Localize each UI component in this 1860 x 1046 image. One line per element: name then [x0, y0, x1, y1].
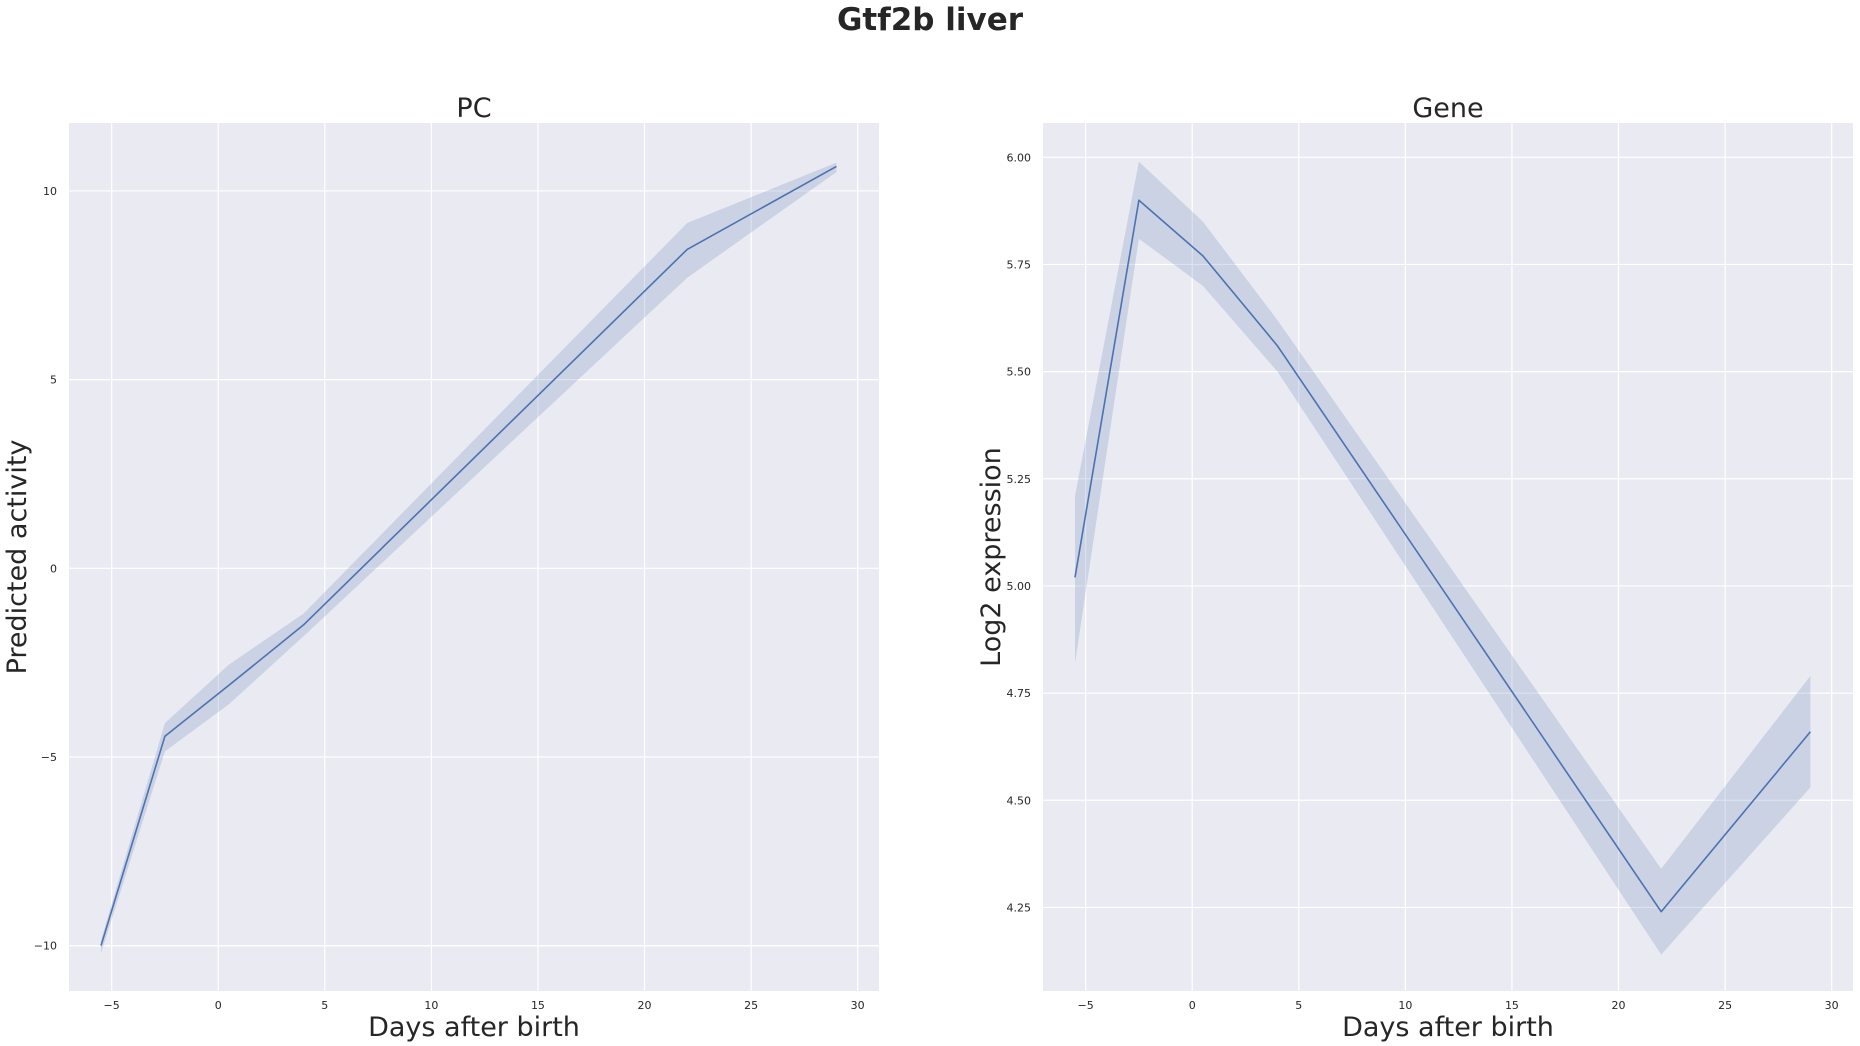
y-tick-label: 6.00 [1007, 151, 1032, 164]
x-tick-label: 10 [1398, 999, 1412, 1012]
x-tick-label: 30 [1825, 999, 1839, 1012]
x-tick-label: 20 [638, 999, 652, 1012]
x-tick-label: −5 [104, 999, 120, 1012]
y-tick-label: 5.25 [1007, 473, 1032, 486]
y-tick-label: 4.25 [1007, 901, 1032, 914]
panel-title: Gene [1412, 93, 1483, 124]
x-tick-label: 25 [1718, 999, 1732, 1012]
y-tick-label: 4.75 [1007, 687, 1032, 700]
y-tick-label: 10 [43, 185, 57, 198]
y-tick-label: 4.50 [1007, 794, 1032, 807]
figure-title: Gtf2b liver [836, 2, 1024, 38]
x-tick-label: 10 [424, 999, 438, 1012]
x-axis-title: Days after birth [368, 1012, 580, 1043]
x-tick-label: −5 [1078, 999, 1094, 1012]
x-axis-title: Days after birth [1342, 1012, 1554, 1043]
plot-area [69, 123, 879, 991]
panel-title: PC [456, 93, 491, 124]
series-line [1074, 199, 1812, 913]
x-tick-label: 20 [1612, 999, 1626, 1012]
pc-chart-panel: −5 0 5 10 15 20 25 30 −10 −5 0 5 10 PC Days after birt… [2, 93, 879, 1043]
x-tick-label: 30 [851, 999, 865, 1012]
y-tick-label: 5.50 [1007, 366, 1032, 379]
gene-chart-panel: −5 0 5 10 15 20 25 30 4.25 4.50 4.75 5.00 5.25 5.50 5.… [976, 93, 1853, 1043]
y-tick-label: 5 [50, 374, 57, 387]
plot-area [1043, 123, 1853, 991]
x-tick-label: 15 [531, 999, 545, 1012]
x-tick-label: 5 [321, 999, 328, 1012]
y-axis-title: Log2 expression [976, 447, 1007, 667]
series-line [100, 165, 837, 946]
x-tick-label: 0 [1189, 999, 1196, 1012]
y-tick-label: 5.75 [1007, 258, 1032, 271]
x-tick-label: 5 [1295, 999, 1302, 1012]
y-tick-label: 0 [50, 562, 57, 575]
x-tick-label: 15 [1505, 999, 1519, 1012]
y-tick-label: −5 [41, 751, 57, 764]
x-tick-label: 25 [744, 999, 758, 1012]
x-tick-label: 0 [215, 999, 222, 1012]
confidence-band [1075, 161, 1811, 955]
y-axis-title: Predicted activity [2, 440, 33, 675]
y-tick-label: 5.00 [1007, 580, 1032, 593]
y-tick-label: −10 [34, 940, 57, 953]
